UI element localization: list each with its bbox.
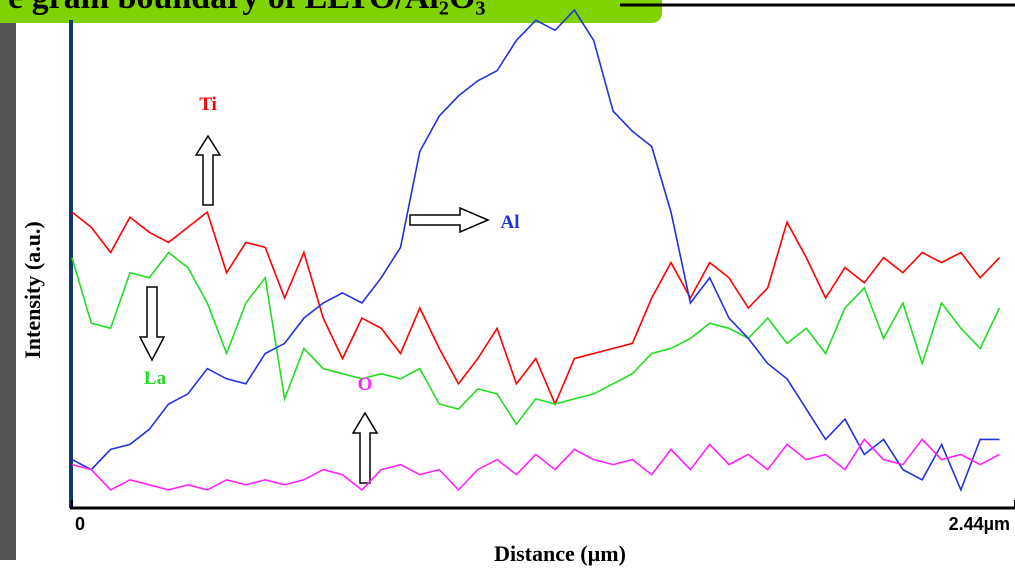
series-label: Al [501,212,520,233]
series-line [71,251,1001,426]
arrow-al [409,206,490,234]
x-tick-label: 0 [75,514,85,534]
chart-title: e grain boundary of LLTO/Al₂O₃ [8,0,486,16]
arrow-la [138,286,166,362]
series-label: La [144,368,167,389]
series-label: O [358,374,373,395]
arrow-o [351,411,379,484]
series-line [71,210,1001,407]
series-line [71,8,1000,493]
image-strip [0,0,16,560]
series-line [71,438,1000,492]
y-axis-label: Intensity (a.u.) [20,221,45,359]
x-axis-label: Distance (µm) [494,541,626,566]
arrow-ti [194,134,222,206]
arrows [138,134,490,484]
series-label: Ti [199,94,217,115]
x-tick-label: 2.44µm [949,514,1010,534]
title-box [0,0,662,23]
